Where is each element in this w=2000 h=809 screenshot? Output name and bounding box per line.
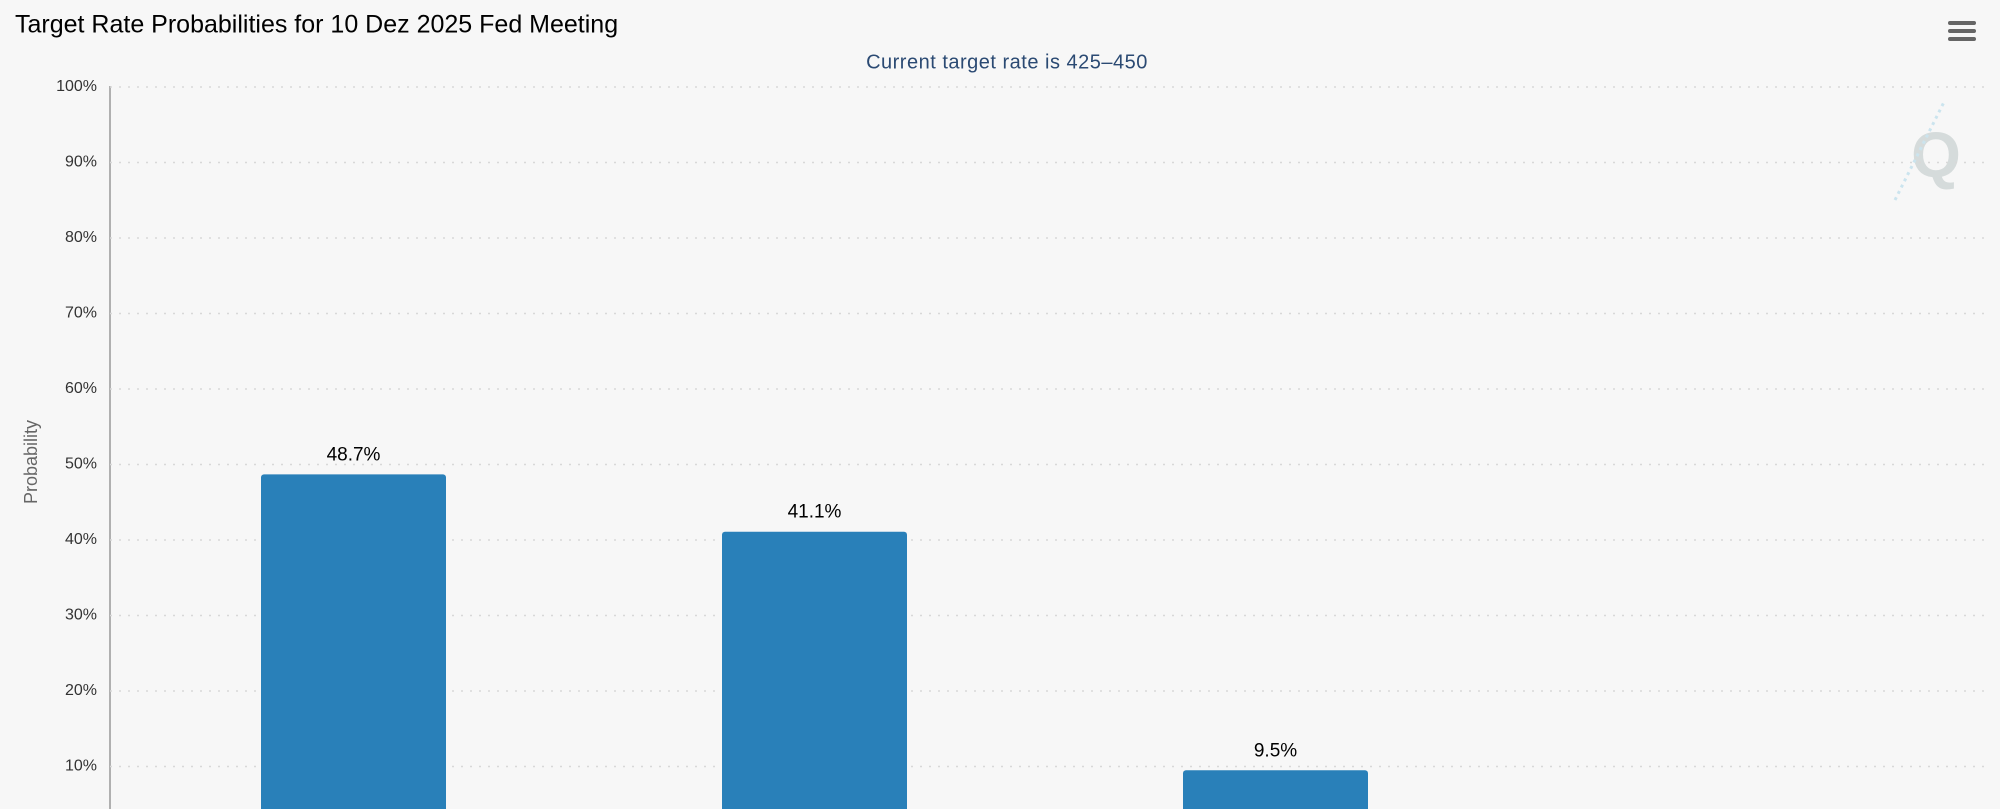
chart-subtitle: Current target rate is 425–450 [866, 51, 1148, 73]
y-tick-label: 50% [65, 456, 97, 473]
y-tick-label: 10% [65, 758, 97, 775]
y-tick-label: 90% [65, 154, 97, 171]
y-tick-label: 20% [65, 682, 97, 699]
watermark-line [1893, 99, 1947, 201]
bar [1183, 770, 1368, 809]
y-tick-label: 100% [56, 78, 97, 95]
y-tick-label: 70% [65, 305, 97, 322]
bar [261, 474, 446, 809]
watermark: Q [1893, 99, 1961, 201]
data-label: 48.7% [327, 444, 381, 465]
menu-bar [1948, 29, 1976, 33]
menu-bar [1948, 37, 1976, 41]
menu-bar [1948, 21, 1976, 25]
data-label: 9.5% [1254, 740, 1297, 761]
menu-button[interactable] [1948, 21, 1976, 41]
watermark-letter: Q [1911, 119, 1961, 191]
y-axis-label: Probability [21, 420, 41, 504]
chart-title: Target Rate Probabilities for 10 Dez 202… [15, 11, 618, 39]
y-tick-label: 80% [65, 229, 97, 246]
bar [722, 531, 907, 809]
data-label: 41.1% [788, 502, 842, 523]
y-tick-label: 40% [65, 531, 97, 548]
y-tick-label: 60% [65, 380, 97, 397]
y-tick-label: 30% [65, 607, 97, 624]
